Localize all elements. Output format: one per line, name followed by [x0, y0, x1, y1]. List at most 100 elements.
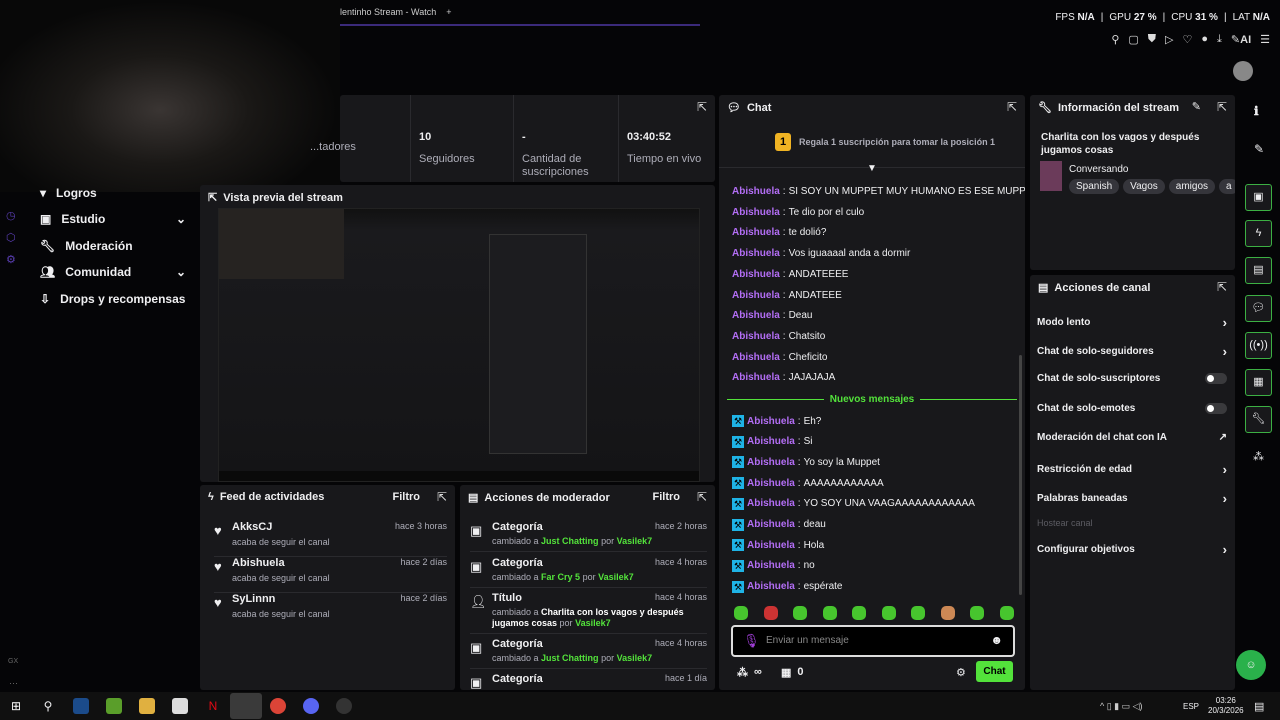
chat-username[interactable]: Abishuela [732, 186, 780, 197]
tag[interactable]: amigos [1168, 179, 1216, 194]
chat-message[interactable]: Abishuela: Te dio por el culo [732, 207, 864, 218]
more-icon[interactable]: ⋯ [9, 678, 18, 688]
chat-scrollbar[interactable] [1019, 355, 1022, 595]
chat-username[interactable]: Abishuela [747, 539, 795, 551]
emote[interactable] [822, 606, 837, 620]
chat-username[interactable]: Abishuela [747, 560, 795, 572]
chat-username[interactable]: Abishuela [747, 498, 795, 510]
list-item[interactable]: ▣ Categoría hace 4 horas cambiado a Just Ch… [470, 638, 707, 669]
shield-icon[interactable]: ⛊ [1147, 33, 1157, 45]
emote[interactable] [881, 606, 896, 620]
notifications-icon[interactable]: ▤ [1254, 701, 1265, 713]
emoji-icon[interactable]: ☻ [990, 633, 1003, 647]
avatar[interactable] [1233, 61, 1253, 81]
emote[interactable] [734, 606, 748, 620]
chat-username[interactable]: Abishuela [747, 581, 795, 593]
chat-username[interactable]: Abishuela [732, 351, 780, 363]
channel-action-item[interactable]: Palabras baneadas › [1037, 491, 1227, 506]
chat-username[interactable]: Abishuela [747, 415, 795, 427]
chat-username[interactable]: Abishuela [747, 456, 795, 468]
language-indicator[interactable]: ESP [1183, 702, 1200, 711]
chat-username[interactable]: Abishuela [732, 289, 780, 301]
emote[interactable] [763, 606, 778, 620]
chat-username[interactable]: Abishuela [732, 372, 780, 384]
chat-message[interactable]: ⚒ Abishuela: Hola [732, 539, 824, 552]
chat-message[interactable]: ⚒ Abishuela: espérate [732, 580, 843, 593]
filter-button[interactable]: Filtro [392, 491, 421, 503]
obs-icon[interactable] [336, 698, 352, 714]
rail-button-broadcast[interactable]: ((•)) [1245, 332, 1272, 359]
chat-message[interactable]: Abishuela: ANDATEEEE [732, 269, 848, 280]
list-item[interactable]: 👤︎ Título hace 4 horas cambiado a Charlita … [470, 592, 707, 634]
list-item[interactable]: ♥ Abishuela acaba de seguir el canal hace 2… [214, 557, 447, 593]
leaderboard[interactable]: 1 Regala 1 suscripción para tomar la posi… [775, 133, 995, 151]
tag[interactable]: Spanish [1069, 179, 1120, 194]
chat-username[interactable]: Abishuela [732, 330, 780, 342]
steam-icon[interactable] [73, 698, 89, 714]
store[interactable]: ▦ 0 [781, 666, 804, 679]
chrome-icon[interactable] [270, 698, 286, 714]
chat-message[interactable]: Abishuela: Vos iguaaaal anda a dormir [732, 248, 910, 259]
sidebar-item-logros[interactable]: ▾ Logros [40, 186, 190, 200]
opera-gx-taskbar-button[interactable] [230, 693, 262, 719]
chat-message[interactable]: Abishuela: ANDATEEE [732, 290, 842, 301]
list-item[interactable]: ♥ AkksCJ acaba de seguir el canal hace 3 ho… [214, 521, 447, 557]
ai-button[interactable]: ✎AI [1230, 34, 1252, 46]
chat-username[interactable]: Abishuela [747, 519, 795, 530]
chat-message[interactable]: ⚒ Abishuela: Si [732, 435, 812, 448]
profile-icon[interactable]: ● [1201, 33, 1209, 45]
menu-icon[interactable]: ☰ [1260, 34, 1270, 46]
chat-input[interactable]: 🎙︎ Enviar un mensaje ☻ [731, 625, 1015, 657]
popout-icon[interactable]: ⇱ [1216, 100, 1227, 114]
list-item[interactable]: ▣ Categoría hace 2 horas cambiado a Just Ch… [470, 521, 707, 552]
nvidia-icon[interactable] [106, 698, 122, 714]
points-icon[interactable]: ⁂ [1253, 451, 1264, 463]
microphone-icon[interactable]: 🎙︎ [743, 633, 760, 648]
clock-icon[interactable]: ◷ [6, 210, 16, 222]
popout-icon[interactable]: ⇱ [436, 490, 447, 504]
chat-username[interactable]: Abishuela [732, 248, 780, 260]
channel-action-item[interactable]: Chat de solo-emotes [1037, 403, 1227, 414]
channel-action-item[interactable]: Configurar objetivos › [1037, 542, 1227, 557]
sidebar-item-estudio[interactable]: ▣ Estudio ⌄ [40, 212, 190, 226]
list-item[interactable]: ▣ Categoría hace 4 horas cambiado a Far Cry… [470, 557, 707, 588]
chat-username[interactable]: Abishuela [747, 436, 795, 448]
channel-action-item[interactable]: Chat de solo-seguidores › [1037, 344, 1227, 359]
new-tab-button[interactable]: + [446, 7, 452, 17]
toggle-switch[interactable] [1205, 403, 1227, 414]
channel-points[interactable]: ⁂ ∞ [737, 666, 762, 679]
chat-username[interactable]: Abishuela [732, 310, 780, 322]
popout-icon[interactable]: ⇱ [1216, 280, 1227, 294]
stream-preview-video[interactable] [218, 208, 700, 482]
chat-message[interactable]: Abishuela: Cheficito [732, 352, 827, 363]
category-boxart[interactable] [1040, 161, 1062, 191]
clock[interactable]: 03:26 20/3/2026 [1208, 696, 1244, 715]
chat-username[interactable]: Abishuela [732, 268, 780, 280]
discord-icon[interactable] [303, 698, 319, 714]
edit-icon[interactable]: ✎ [1254, 142, 1265, 156]
chat-message[interactable]: ⚒ Abishuela: Eh? [732, 415, 821, 427]
netflix-icon[interactable]: N [208, 699, 218, 713]
chat-username[interactable]: Abishuela [732, 206, 780, 218]
info-icon[interactable]: ℹ [1254, 104, 1259, 118]
channel-action-item[interactable]: Restricción de edad › [1037, 462, 1227, 477]
chat-message[interactable]: ⚒ Abishuela: Yo soy la Muppet [732, 456, 880, 469]
list-item[interactable]: ▣ Categoría hace 1 día [470, 673, 707, 690]
rail-button-chat[interactable]: 💬︎ [1245, 295, 1272, 322]
windows-start-icon[interactable]: ⊞ [10, 699, 22, 713]
support-icon[interactable]: ☺ [1236, 650, 1266, 680]
filter-button[interactable]: Filtro [652, 491, 681, 503]
emote[interactable] [911, 606, 926, 620]
channel-action-item[interactable]: Chat de solo-suscriptores [1037, 373, 1227, 384]
rail-button-bolt[interactable]: ϟ [1245, 220, 1272, 247]
popout-icon[interactable]: ⇱ [696, 490, 707, 504]
chat-username[interactable]: Abishuela [732, 227, 780, 239]
rail-button-wrench[interactable]: 🔧︎ [1245, 406, 1272, 433]
snapshot-icon[interactable]: ▢ [1128, 34, 1139, 46]
category-name[interactable]: Conversando [1069, 164, 1129, 175]
rail-button-camera[interactable]: ▦ [1245, 369, 1272, 396]
play-icon[interactable]: ▷ [1165, 34, 1174, 46]
popout-icon[interactable]: ⇱ [696, 100, 707, 114]
sidebar-item-moderacion[interactable]: 🔧︎ Moderación [40, 239, 190, 253]
tag[interactable]: Vagos [1123, 179, 1165, 194]
